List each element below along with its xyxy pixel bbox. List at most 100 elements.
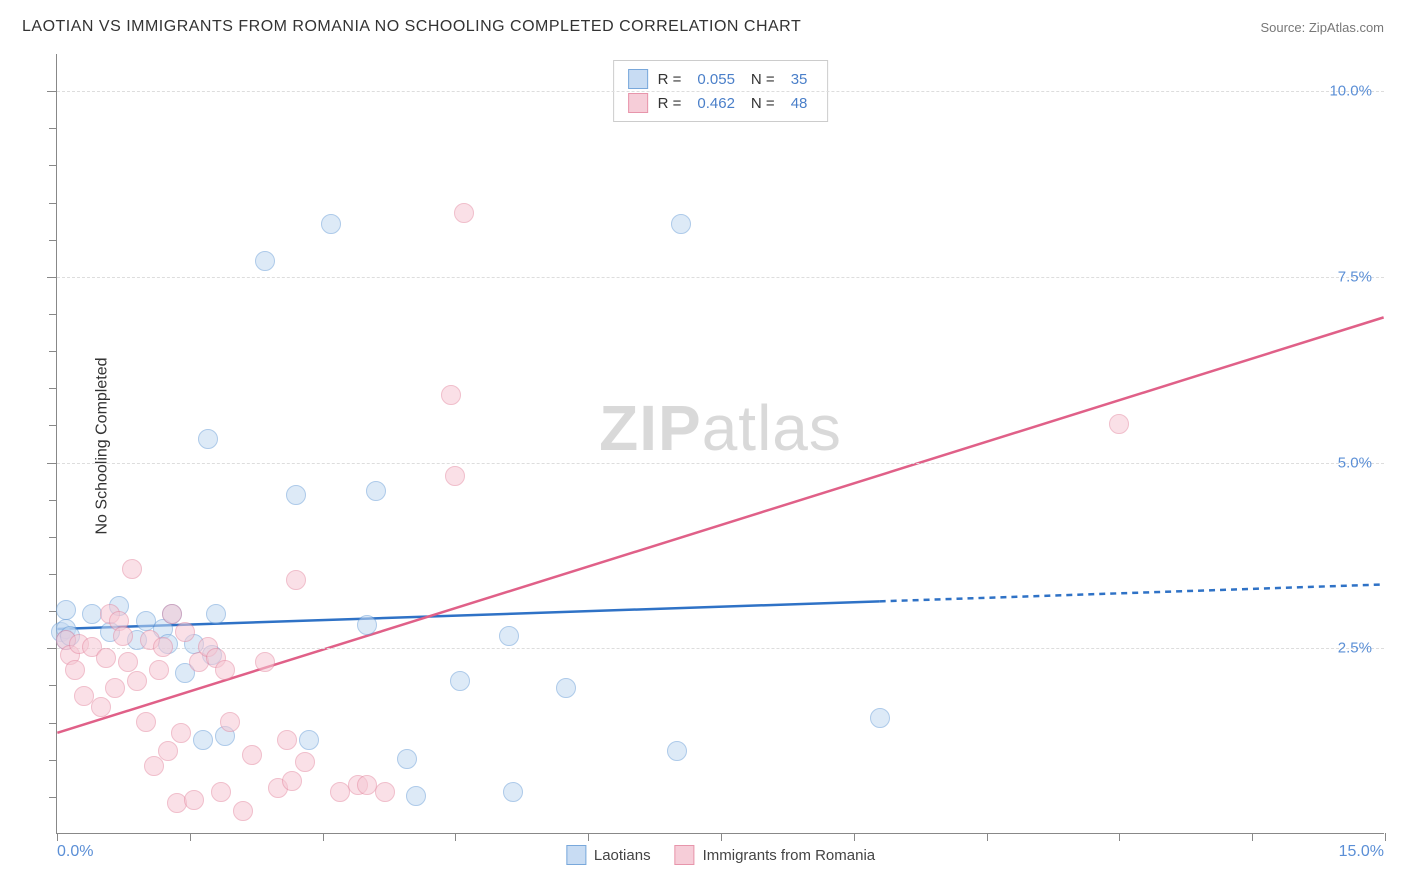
y-tick bbox=[49, 425, 57, 426]
legend-item: Immigrants from Romania bbox=[675, 845, 876, 865]
scatter-point bbox=[91, 697, 111, 717]
y-tick bbox=[49, 203, 57, 204]
y-tick bbox=[49, 314, 57, 315]
n-value: 35 bbox=[791, 71, 808, 88]
x-tick bbox=[588, 833, 589, 841]
x-tick bbox=[57, 833, 58, 841]
scatter-point bbox=[286, 570, 306, 590]
x-tick bbox=[854, 833, 855, 841]
r-value: 0.055 bbox=[697, 71, 735, 88]
y-tick bbox=[49, 760, 57, 761]
scatter-point bbox=[184, 790, 204, 810]
y-tick bbox=[49, 537, 57, 538]
x-tick bbox=[1119, 833, 1120, 841]
y-tick bbox=[47, 648, 57, 649]
scatter-point bbox=[122, 559, 142, 579]
y-tick bbox=[49, 128, 57, 129]
scatter-point bbox=[667, 741, 687, 761]
scatter-point bbox=[56, 600, 76, 620]
x-tick-label: 0.0% bbox=[57, 843, 93, 861]
r-label: R = bbox=[658, 71, 682, 88]
scatter-point bbox=[299, 730, 319, 750]
watermark: ZIPatlas bbox=[599, 391, 842, 465]
y-tick bbox=[49, 240, 57, 241]
y-tick bbox=[49, 351, 57, 352]
y-tick-label: 5.0% bbox=[1338, 454, 1372, 471]
y-tick bbox=[49, 388, 57, 389]
grid-line bbox=[57, 648, 1384, 649]
y-tick bbox=[49, 797, 57, 798]
n-value: 48 bbox=[791, 95, 808, 112]
scatter-point bbox=[282, 771, 302, 791]
watermark-part-1: ZIP bbox=[599, 392, 702, 464]
scatter-point bbox=[286, 485, 306, 505]
series-legend: Laotians Immigrants from Romania bbox=[566, 845, 875, 865]
scatter-point bbox=[198, 429, 218, 449]
scatter-point bbox=[136, 712, 156, 732]
chart-header: LAOTIAN VS IMMIGRANTS FROM ROMANIA NO SC… bbox=[22, 18, 1384, 36]
scatter-point bbox=[295, 752, 315, 772]
y-tick-label: 7.5% bbox=[1338, 268, 1372, 285]
scatter-point bbox=[397, 749, 417, 769]
scatter-point bbox=[149, 660, 169, 680]
legend-label: Laotians bbox=[594, 847, 651, 864]
scatter-point bbox=[1109, 414, 1129, 434]
scatter-point bbox=[65, 660, 85, 680]
y-tick-label: 10.0% bbox=[1329, 83, 1372, 100]
scatter-point bbox=[215, 660, 235, 680]
scatter-point bbox=[445, 466, 465, 486]
scatter-point bbox=[255, 251, 275, 271]
n-label: N = bbox=[751, 95, 775, 112]
grid-line bbox=[57, 277, 1384, 278]
y-tick bbox=[47, 277, 57, 278]
chart-title: LAOTIAN VS IMMIGRANTS FROM ROMANIA NO SC… bbox=[22, 18, 801, 36]
scatter-point bbox=[171, 723, 191, 743]
scatter-point bbox=[441, 385, 461, 405]
chart-source: Source: ZipAtlas.com bbox=[1260, 20, 1384, 35]
x-tick bbox=[190, 833, 191, 841]
scatter-point bbox=[321, 214, 341, 234]
y-tick bbox=[49, 723, 57, 724]
scatter-point bbox=[242, 745, 262, 765]
grid-line bbox=[57, 91, 1384, 92]
grid-line bbox=[57, 463, 1384, 464]
scatter-point bbox=[255, 652, 275, 672]
scatter-point bbox=[162, 604, 182, 624]
scatter-point bbox=[375, 782, 395, 802]
scatter-point bbox=[233, 801, 253, 821]
y-tick bbox=[49, 685, 57, 686]
legend-row: R = 0.462 N = 48 bbox=[628, 91, 814, 115]
y-tick bbox=[49, 574, 57, 575]
legend-label: Immigrants from Romania bbox=[703, 847, 876, 864]
x-tick bbox=[1385, 833, 1386, 841]
scatter-point bbox=[556, 678, 576, 698]
x-tick bbox=[987, 833, 988, 841]
x-tick bbox=[455, 833, 456, 841]
scatter-point bbox=[499, 626, 519, 646]
scatter-point bbox=[220, 712, 240, 732]
trend-lines-layer bbox=[57, 54, 1384, 833]
scatter-point bbox=[96, 648, 116, 668]
scatter-point bbox=[105, 678, 125, 698]
legend-swatch bbox=[628, 69, 648, 89]
scatter-point bbox=[671, 214, 691, 234]
scatter-point bbox=[206, 604, 226, 624]
y-tick-label: 2.5% bbox=[1338, 640, 1372, 657]
legend-row: R = 0.055 N = 35 bbox=[628, 67, 814, 91]
scatter-point bbox=[406, 786, 426, 806]
x-tick bbox=[1252, 833, 1253, 841]
scatter-point bbox=[175, 622, 195, 642]
scatter-point bbox=[158, 741, 178, 761]
scatter-point bbox=[118, 652, 138, 672]
x-tick-label: 15.0% bbox=[1339, 843, 1384, 861]
y-tick bbox=[49, 500, 57, 501]
r-label: R = bbox=[658, 95, 682, 112]
scatter-point bbox=[193, 730, 213, 750]
scatter-point bbox=[277, 730, 297, 750]
n-label: N = bbox=[751, 71, 775, 88]
x-tick bbox=[721, 833, 722, 841]
scatter-point bbox=[127, 671, 147, 691]
scatter-plot-area: ZIPatlas R = 0.055 N = 35 R = 0.462 N = … bbox=[56, 54, 1384, 834]
x-tick bbox=[323, 833, 324, 841]
scatter-point bbox=[450, 671, 470, 691]
